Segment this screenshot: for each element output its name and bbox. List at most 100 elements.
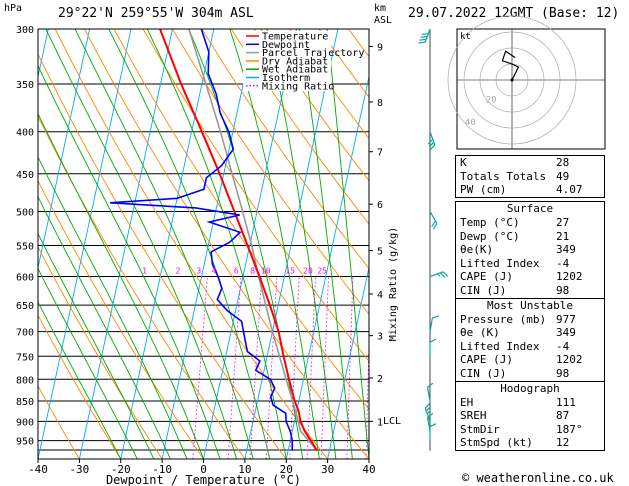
mixing-ratio-label: 8 bbox=[250, 267, 255, 276]
mixing-ratio-label: 2 bbox=[176, 267, 181, 276]
dry-adiabat-line bbox=[38, 314, 122, 459]
wind-barb-staff bbox=[429, 317, 434, 332]
location-title: 29°22'N 259°55'W 304m ASL bbox=[58, 6, 254, 21]
mixing-ratio-line bbox=[320, 276, 329, 459]
dry-adiabat-line bbox=[113, 29, 369, 411]
km-tick-label: 7 bbox=[377, 148, 383, 159]
pressure-tick-label: 900 bbox=[16, 417, 34, 428]
mixing-ratio-line bbox=[192, 276, 208, 459]
wind-barb bbox=[426, 382, 434, 402]
most-unstable-label: Lifted Index bbox=[460, 339, 540, 353]
datetime-title: 29.07.2022 12GMT (Base: 12) bbox=[408, 6, 620, 21]
most-unstable-label: Pressure (mb) bbox=[460, 312, 547, 326]
hodograph-ring-label: 20 bbox=[486, 95, 497, 105]
x-tick-label: -10 bbox=[152, 463, 172, 476]
index-value: 49 bbox=[556, 169, 570, 183]
x-axis-title: Dewpoint / Temperature (°C) bbox=[106, 473, 301, 486]
wind-barb-half-flag bbox=[437, 273, 441, 277]
most-unstable-value: 1202 bbox=[556, 353, 583, 367]
isotherm-line bbox=[38, 29, 91, 270]
surface-value: -4 bbox=[556, 256, 570, 270]
x-tick-label: -20 bbox=[111, 463, 131, 476]
legend-label: Dry Adiabat bbox=[262, 56, 328, 67]
pressure-tick-label: 500 bbox=[16, 207, 34, 218]
plot-frame bbox=[37, 28, 370, 460]
mixing-ratio-label: 3 bbox=[196, 267, 201, 276]
x-tick-label: -40 bbox=[28, 463, 48, 476]
credit-text: © weatheronline.co.uk bbox=[462, 471, 614, 485]
index-row: K 28 bbox=[456, 156, 604, 170]
wet-adiabat-line bbox=[229, 29, 320, 459]
km-unit-label: km bbox=[374, 3, 387, 14]
mixing-ratio-label: 1 bbox=[142, 267, 147, 276]
isotherm-line bbox=[368, 456, 369, 459]
pressure-tick-label: 350 bbox=[16, 80, 34, 91]
index-label: Totals Totals bbox=[460, 169, 547, 183]
hodograph-stat-label: SREH bbox=[460, 409, 487, 423]
wet-adiabat-line bbox=[298, 29, 353, 459]
km-tick-label: 1 bbox=[377, 417, 383, 428]
wind-barb-flag bbox=[429, 144, 436, 151]
mixing-ratio-label: 15 bbox=[285, 267, 295, 276]
index-row: PW (cm) 4.07 bbox=[456, 183, 604, 197]
dry-adiabat-line bbox=[38, 179, 204, 459]
parcel-trajectory-line bbox=[188, 29, 318, 452]
isotherm-line bbox=[161, 29, 256, 459]
wind-barb-flag bbox=[427, 138, 434, 145]
hodograph-ring bbox=[463, 31, 561, 129]
mixing-ratio-label: 6 bbox=[234, 267, 239, 276]
indices-panel: K 28 Totals Totals 49 PW (cm) 4.07 bbox=[455, 155, 605, 198]
index-label: PW (cm) bbox=[460, 183, 507, 197]
wet-adiabat-line bbox=[38, 267, 138, 459]
pressure-tick-label: 400 bbox=[16, 128, 34, 139]
wind-barb bbox=[429, 211, 438, 230]
wind-barb bbox=[427, 131, 436, 151]
pressure-tick-label: 600 bbox=[16, 273, 34, 284]
wet-adiabat-line bbox=[38, 301, 122, 459]
pressure-tick-label: 650 bbox=[16, 301, 34, 312]
pressure-tick-label: 800 bbox=[16, 375, 34, 386]
wind-barb-flag bbox=[424, 402, 431, 409]
indices-box: K 28 Totals Totals 49 PW (cm) 4.07 bbox=[455, 155, 605, 198]
surface-title: Surface bbox=[506, 202, 554, 215]
surface-panel: Surface Temp (°C) 27 Dewp (°C) 21 θe(K) 349 Li… bbox=[455, 201, 605, 451]
surface-row: Lifted Index -4 bbox=[456, 257, 604, 271]
mixing-ratio-label: 4 bbox=[212, 267, 217, 276]
x-tick-label: -30 bbox=[69, 463, 89, 476]
most-unstable-row: Lifted Index -4 bbox=[456, 340, 604, 354]
x-tick-label: 40 bbox=[362, 463, 375, 476]
wind-barbs bbox=[418, 28, 449, 451]
mixing-ratio-label: 10 bbox=[261, 267, 271, 276]
hodograph-stat-label: StmDir bbox=[460, 422, 500, 436]
index-label: K bbox=[460, 156, 467, 169]
most-unstable-label: CIN (J) bbox=[460, 366, 507, 380]
dry-adiabat-line bbox=[38, 115, 246, 459]
surface-value: 21 bbox=[556, 229, 570, 243]
legend-label: Mixing Ratio bbox=[262, 81, 334, 92]
hodograph-ring bbox=[479, 47, 545, 113]
wind-barb bbox=[418, 28, 431, 44]
wet-adiabat-line bbox=[74, 29, 254, 459]
most-unstable-label: θe (K) bbox=[460, 326, 500, 340]
mixing-ratio-line bbox=[227, 276, 242, 459]
mixing-ratio-label: 25 bbox=[317, 267, 327, 276]
wind-barb bbox=[429, 423, 437, 441]
wind-barb-flag bbox=[429, 338, 437, 343]
wind-barb-staff bbox=[424, 28, 431, 43]
wind-barb-flag bbox=[432, 315, 440, 319]
wind-barb-staff bbox=[429, 211, 438, 224]
wind-barb-flag bbox=[431, 220, 437, 227]
isotherm-line bbox=[327, 265, 369, 459]
surface-value: 349 bbox=[556, 243, 576, 257]
surface-label: Temp (°C) bbox=[460, 216, 520, 229]
x-tick-label: 30 bbox=[321, 463, 334, 476]
surface-row: CIN (J) 98 bbox=[456, 284, 604, 298]
wet-adiabat-line bbox=[108, 29, 271, 459]
dewpoint-line bbox=[109, 29, 294, 451]
wet-adiabat-line bbox=[45, 29, 238, 459]
km-tick-label: 5 bbox=[377, 247, 383, 258]
pressure-tick-label: 850 bbox=[16, 397, 34, 408]
wind-barb bbox=[426, 412, 434, 432]
most-unstable-row: θe (K) 349 bbox=[456, 326, 604, 340]
